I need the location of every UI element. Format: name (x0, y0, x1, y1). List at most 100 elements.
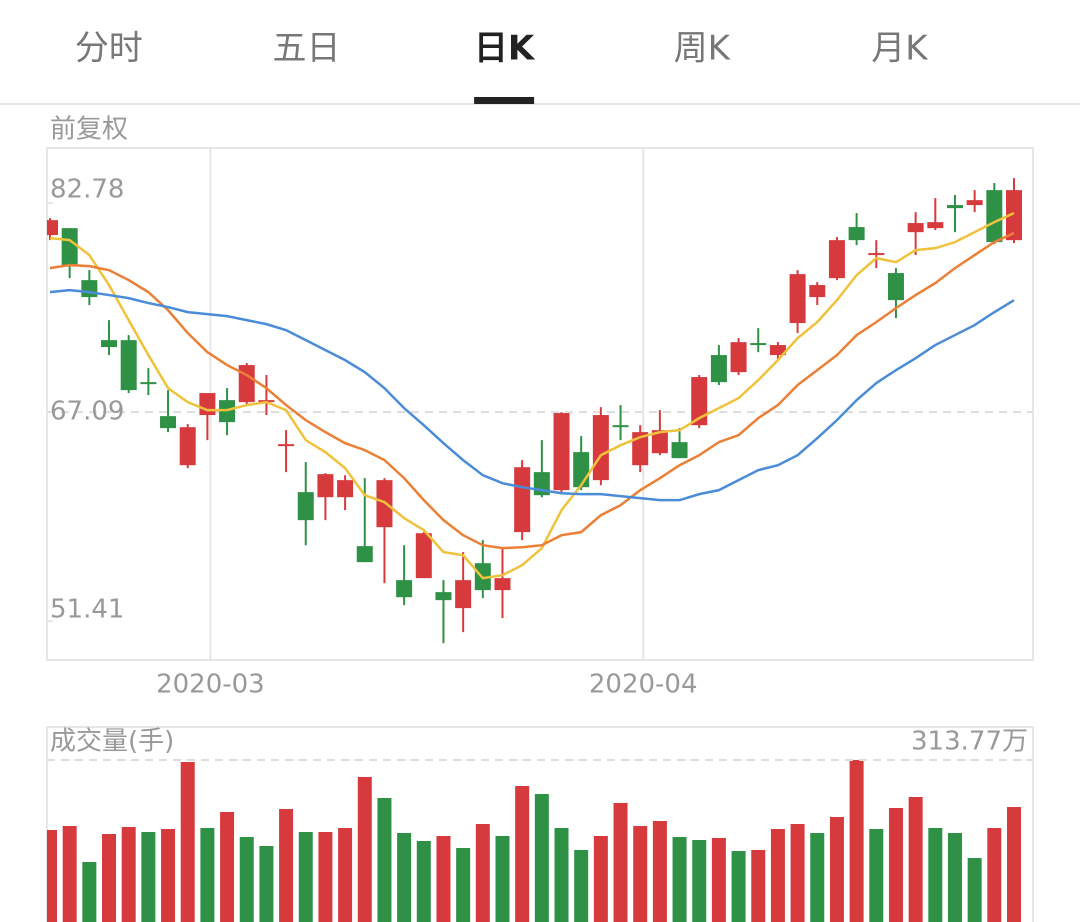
candle-body (789, 274, 806, 324)
volume-bar (908, 797, 923, 922)
volume-bar (751, 849, 766, 922)
volume-bar (849, 760, 864, 922)
candle-body (651, 430, 668, 454)
candle-body (730, 342, 747, 373)
volume-bar (574, 849, 589, 922)
candle-body (238, 365, 255, 403)
moving-average-line (49, 211, 1015, 580)
volume-bar (692, 840, 707, 922)
candle-body (101, 340, 118, 348)
candle-body (317, 474, 334, 498)
candle-body (750, 343, 767, 346)
volume-title: 成交量(手) (50, 727, 174, 757)
volume-bar (475, 824, 490, 922)
volume-bar (534, 794, 549, 922)
volume-bar (495, 835, 510, 922)
volume-bar (731, 851, 746, 922)
volume-bar (456, 848, 471, 922)
candle-body (573, 452, 590, 488)
tab[interactable]: 五日 (272, 29, 340, 69)
candle-body (337, 480, 354, 498)
volume-bar (161, 829, 176, 922)
candle-body (887, 273, 904, 301)
candle-body (514, 467, 531, 533)
candle-body (396, 580, 413, 598)
volume-bar (613, 802, 628, 922)
moving-average-line (49, 288, 1015, 502)
volume-bar (967, 857, 982, 922)
volume-bar (672, 837, 687, 922)
candle-body (61, 228, 78, 266)
x-tick-label: 2020-04 (589, 670, 698, 700)
moving-average-line (49, 231, 1015, 550)
candle-body (691, 377, 708, 426)
volume-bar (259, 846, 274, 922)
volume-bar (515, 786, 530, 922)
price-title: 前复权 (50, 115, 128, 145)
candle-body (455, 580, 472, 609)
candle-body (435, 592, 452, 601)
tab[interactable]: 日K (474, 29, 536, 69)
tab[interactable]: 周K (674, 29, 732, 69)
y-tick-label: 82.78 (50, 174, 124, 204)
candle-body (415, 533, 432, 579)
volume-bar (377, 797, 392, 922)
candle-body (81, 280, 98, 298)
volume-bar (947, 832, 962, 922)
candle-body (553, 413, 570, 491)
volume-bar (436, 835, 451, 922)
volume-bar (790, 824, 805, 922)
candle-body (179, 427, 196, 466)
candle-body (986, 190, 1003, 243)
candle-body (199, 393, 216, 416)
tab[interactable]: 月K (871, 29, 929, 69)
volume-bar (279, 808, 294, 922)
volume-bar (554, 827, 569, 922)
volume-bar (810, 832, 825, 922)
volume-bar (298, 832, 313, 922)
volume-bar (141, 832, 156, 922)
volume-bar (239, 837, 254, 922)
candle-body (966, 200, 983, 206)
volume-bar (1007, 807, 1021, 922)
volume-bar (47, 829, 57, 922)
candle-body (612, 425, 629, 428)
volume-bar (928, 827, 943, 922)
candle-body (160, 416, 177, 429)
volume-bar (121, 827, 136, 922)
volume-bar (987, 827, 1002, 922)
candle-body (356, 546, 373, 563)
volume-bar (829, 816, 844, 922)
candle-body (278, 444, 295, 447)
volume-bar (633, 826, 648, 922)
y-tick-label: 51.41 (50, 595, 124, 625)
volume-bar (200, 827, 215, 922)
volume-bar (102, 834, 117, 922)
candle-body (710, 355, 727, 383)
volume-bar (357, 776, 372, 922)
candle-body (828, 240, 845, 279)
candle-body (907, 223, 924, 233)
candle-body (769, 345, 786, 356)
volume-bar (652, 821, 667, 922)
volume-bar (711, 837, 726, 922)
volume-bar (220, 811, 235, 922)
candle-body (47, 220, 58, 236)
volume-bar (318, 832, 333, 922)
y-tick-label: 313.77万 (911, 727, 1028, 757)
candle-body (809, 285, 826, 298)
volume-bar (593, 835, 608, 922)
candle-body (592, 415, 609, 481)
price-frame (46, 147, 1034, 661)
y-tick-label: 67.09 (50, 397, 124, 427)
candle-body (494, 578, 511, 591)
volume-bar (82, 862, 97, 922)
volume-bar (888, 808, 903, 922)
volume-bar (180, 761, 195, 922)
candle-body (671, 442, 688, 459)
volume-bar (770, 829, 785, 922)
volume-bar (62, 826, 77, 922)
tab[interactable]: 分时 (75, 29, 143, 69)
candle-body (927, 222, 944, 229)
